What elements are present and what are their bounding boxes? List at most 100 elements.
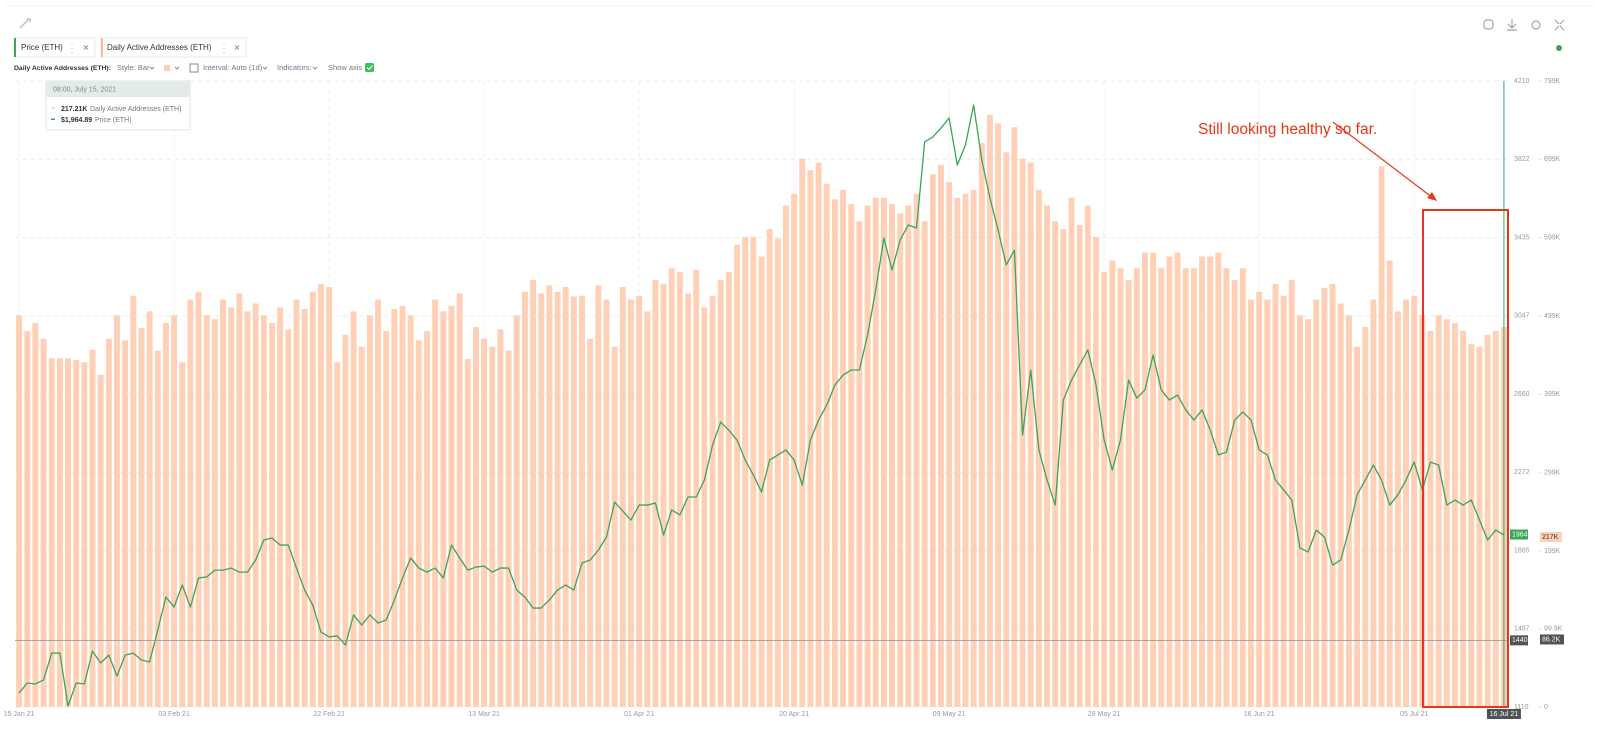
settings-icon[interactable] — [1531, 20, 1541, 30]
chevron — [149, 66, 155, 70]
y-tick-label: 3822 — [1514, 156, 1530, 163]
bar — [1329, 283, 1336, 707]
bar — [301, 308, 308, 707]
color-picker[interactable] — [164, 65, 170, 71]
bar — [252, 303, 259, 707]
bar — [383, 330, 390, 707]
indicators-dropdown[interactable]: Indicators: — [277, 63, 312, 72]
annotation-arrow — [1332, 121, 1434, 199]
y-tick-label: 4210 — [1514, 78, 1530, 85]
download-icon[interactable] — [1507, 19, 1517, 31]
bar — [358, 346, 365, 707]
tooltip-series: Daily Active Addresses (ETH) — [90, 106, 181, 113]
bar — [1264, 299, 1271, 707]
show-axis-checkbox[interactable] — [365, 63, 374, 72]
bar — [130, 295, 137, 707]
bar — [815, 162, 822, 707]
bar — [1190, 268, 1197, 707]
bar — [929, 174, 936, 708]
bar — [1370, 299, 1377, 707]
bar — [562, 287, 569, 707]
bar — [693, 269, 700, 707]
y2-tick-label: 699K — [1544, 156, 1561, 163]
bar — [636, 295, 643, 707]
bar — [840, 189, 847, 707]
close-icon[interactable] — [83, 45, 89, 50]
bar — [1411, 295, 1418, 707]
bar — [122, 340, 129, 707]
bar — [970, 189, 977, 707]
bar — [375, 299, 381, 707]
close-icon[interactable] — [234, 45, 240, 50]
bar — [1060, 229, 1067, 708]
bar — [16, 315, 23, 707]
bar — [473, 327, 479, 707]
bar — [628, 299, 634, 707]
share-icon[interactable] — [1483, 19, 1494, 30]
bar — [987, 114, 993, 707]
bar — [48, 358, 55, 707]
interval-dropdown[interactable]: Interval: Auto (1d) — [203, 63, 263, 72]
y-tick-label: 1497 — [1514, 626, 1530, 633]
bar — [758, 256, 765, 707]
bar — [595, 285, 602, 707]
bar — [1362, 327, 1369, 707]
bar — [105, 338, 112, 707]
bar — [260, 315, 267, 707]
bar — [269, 323, 275, 707]
bar — [203, 315, 210, 707]
bar — [823, 183, 830, 707]
bar — [326, 287, 333, 707]
bar — [293, 299, 300, 707]
bar — [1321, 287, 1328, 707]
tooltip-time: 08:00, July 15, 2021 — [53, 86, 116, 93]
tooltip-header — [46, 81, 190, 97]
bar — [1231, 280, 1238, 707]
status-dot — [1556, 45, 1562, 51]
edit-icon[interactable] — [19, 18, 31, 29]
tooltip-swatch — [51, 118, 55, 120]
bar — [570, 296, 577, 707]
tooltip-series: Price (ETH) — [95, 117, 132, 124]
bar — [407, 315, 414, 707]
x-tick-label: 22 Feb 21 — [313, 711, 345, 718]
crosshair-y2-label: 86.2K — [1542, 636, 1561, 643]
tooltip-swatch — [51, 107, 55, 109]
bar — [538, 293, 545, 707]
bar — [530, 280, 536, 707]
style-dropdown[interactable]: Style: Bar — [117, 63, 150, 72]
bar — [187, 299, 194, 707]
x-tick-label: 09 May 21 — [933, 711, 966, 718]
bar — [391, 308, 398, 707]
bar — [725, 272, 732, 707]
bar — [1199, 256, 1205, 707]
show-axis-label: Show axis — [328, 63, 362, 72]
bar — [114, 315, 120, 707]
bar — [1345, 315, 1352, 707]
bar — [521, 291, 528, 707]
y2-tick-label: 499K — [1544, 313, 1561, 320]
fullscreen-icon[interactable] — [1554, 19, 1565, 31]
bar — [1313, 299, 1320, 707]
bar — [32, 323, 39, 707]
bar — [138, 327, 145, 707]
bar — [1027, 162, 1034, 707]
y2-tick-label: 299K — [1544, 470, 1561, 477]
bar — [244, 311, 251, 707]
last-value-box — [1540, 531, 1562, 542]
x-tick-label: 03 Feb 21 — [158, 711, 190, 718]
bar — [171, 315, 178, 707]
bar — [146, 311, 153, 707]
bar — [676, 272, 683, 707]
bar — [750, 236, 757, 707]
bar — [56, 358, 63, 707]
bar — [1354, 346, 1361, 707]
bar — [1248, 299, 1254, 707]
bar — [1305, 319, 1312, 707]
bar — [399, 305, 406, 707]
bar — [1435, 315, 1442, 707]
bar — [1084, 205, 1091, 707]
bar — [24, 330, 31, 707]
bar — [89, 349, 96, 707]
crosshair-x-box — [1486, 709, 1521, 719]
